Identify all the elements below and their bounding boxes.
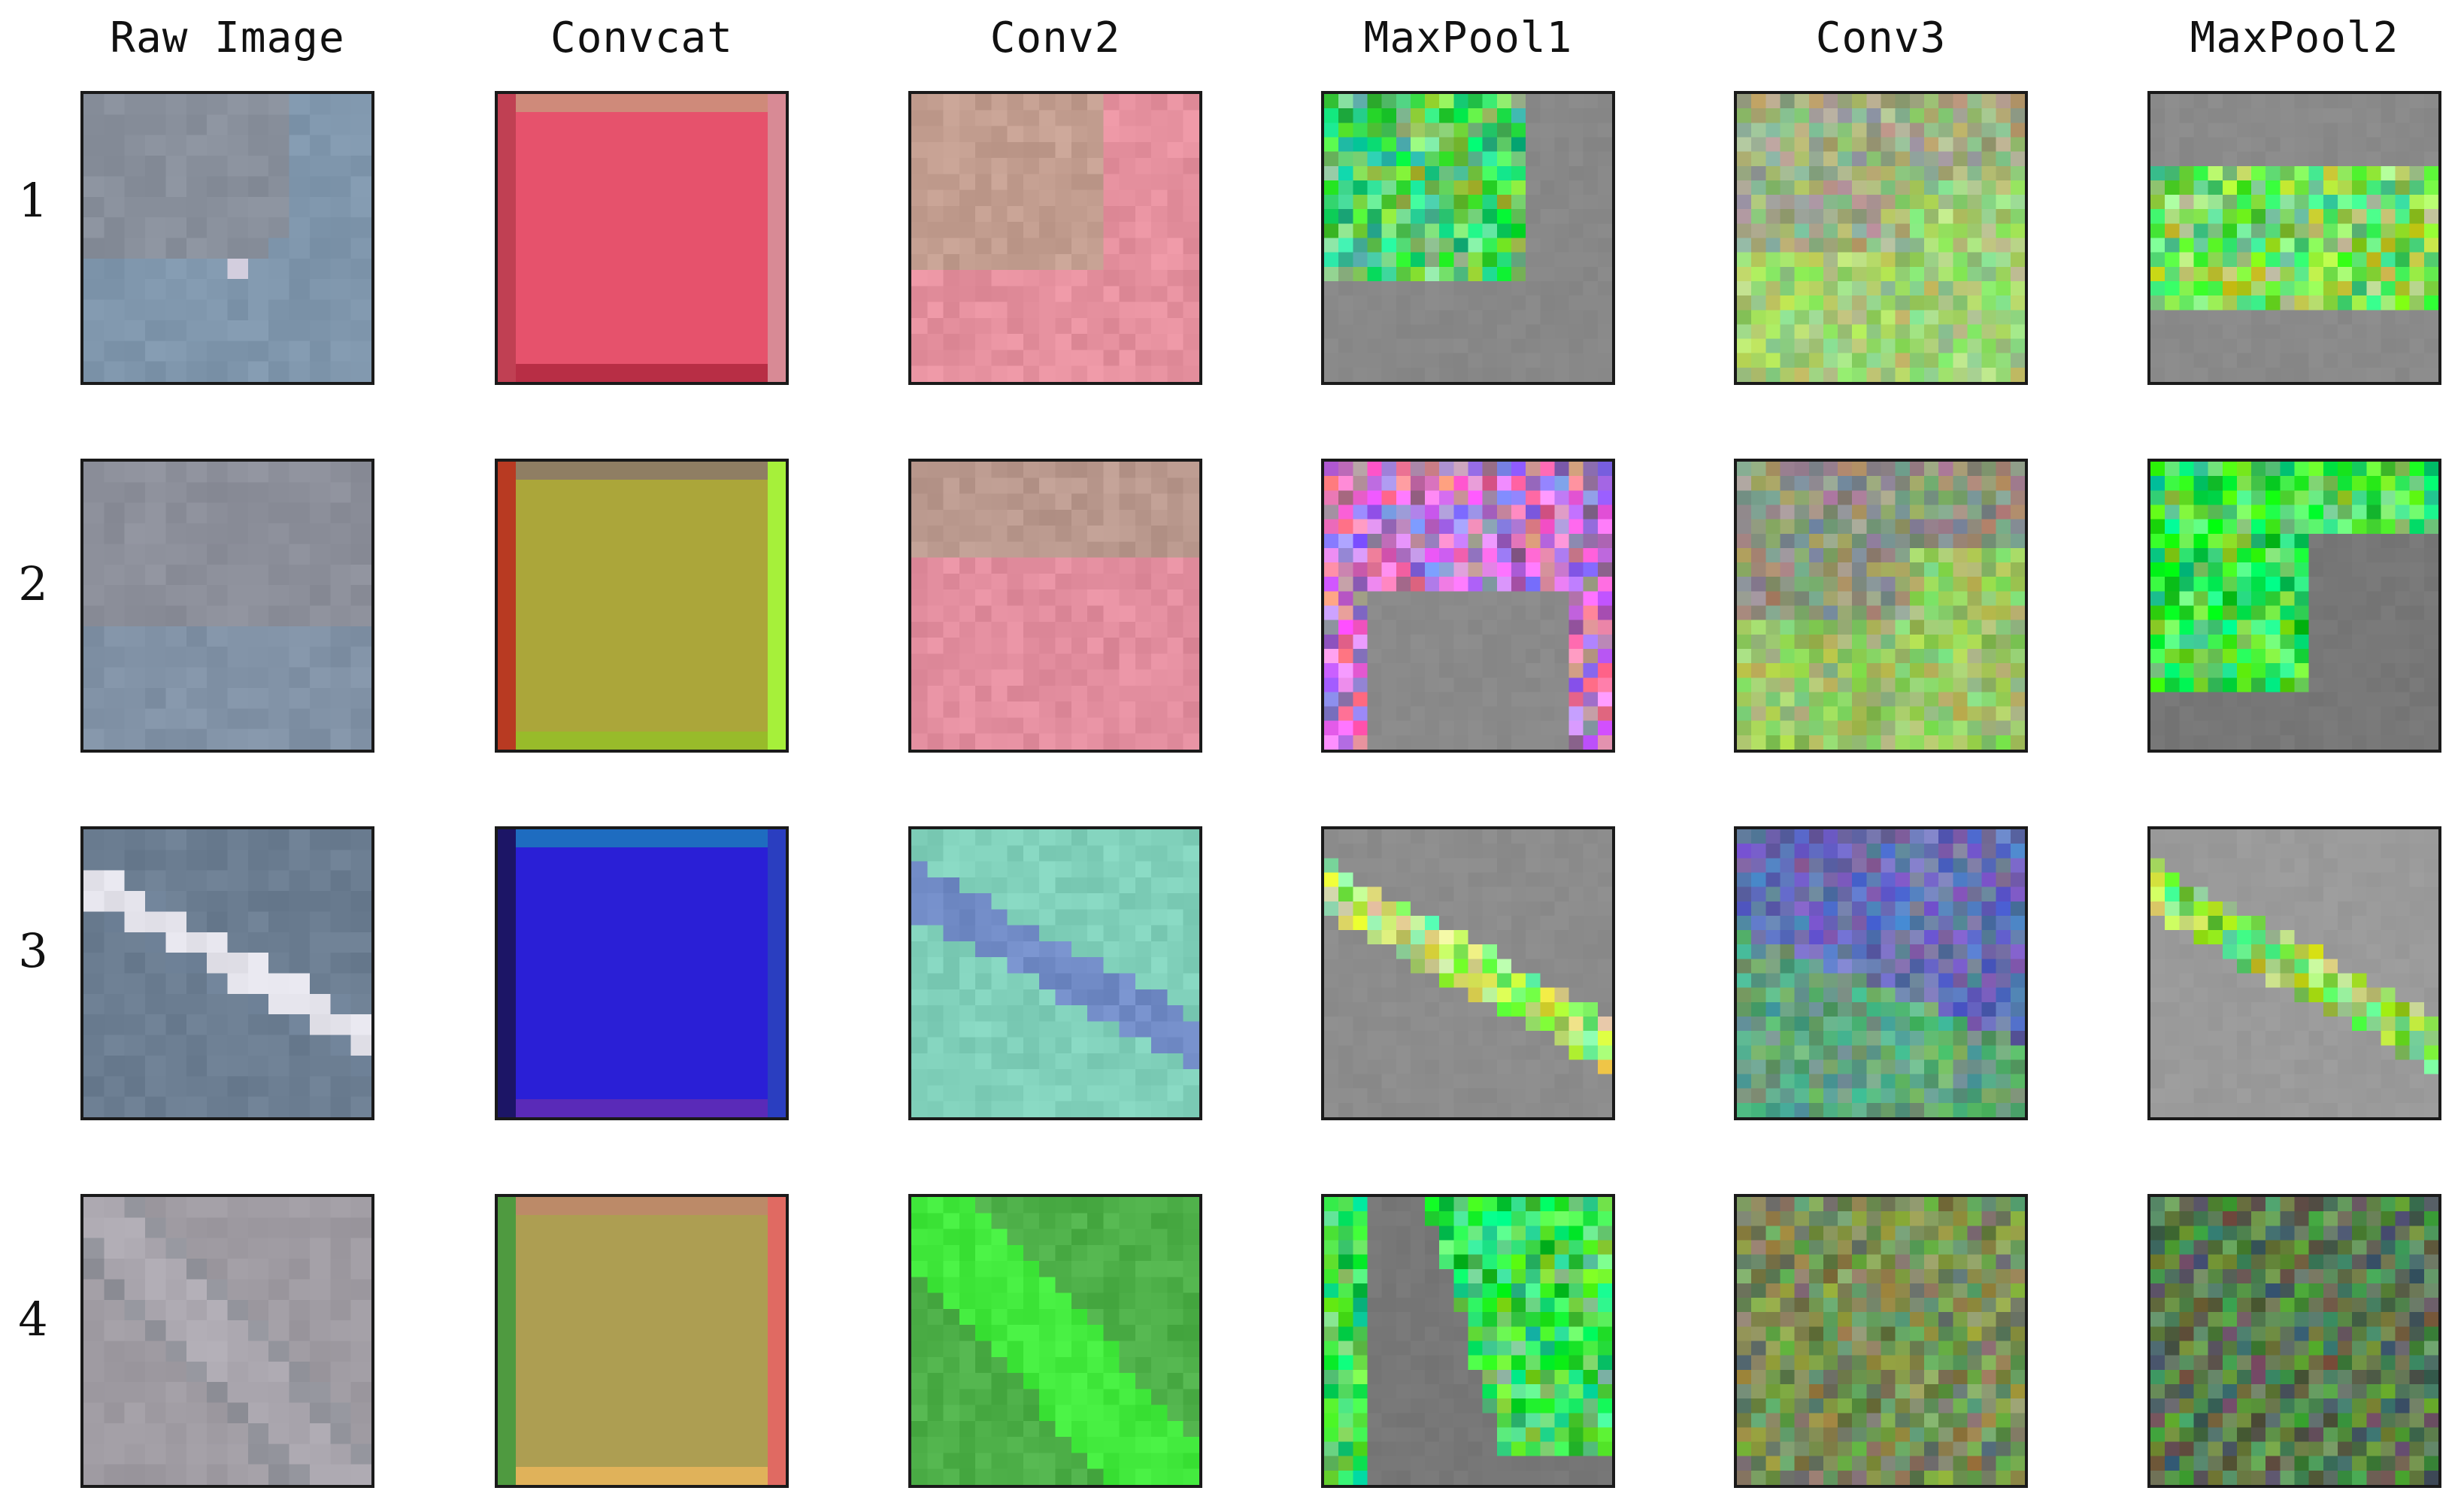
feature-map-image bbox=[911, 1197, 1199, 1485]
feature-map-image bbox=[1737, 94, 2025, 382]
feature-map-r3-convcat bbox=[495, 826, 789, 1120]
feature-map-r2-conv3 bbox=[1734, 459, 2028, 753]
feature-map-image bbox=[83, 462, 371, 750]
feature-map-r1-convcat bbox=[495, 91, 789, 385]
feature-map-image bbox=[498, 829, 786, 1117]
feature-map-image bbox=[83, 1197, 371, 1485]
feature-map-image bbox=[1737, 462, 2025, 750]
feature-map-image bbox=[83, 829, 371, 1117]
feature-map-image bbox=[2150, 462, 2438, 750]
feature-map-image bbox=[2150, 94, 2438, 382]
feature-map-image bbox=[1737, 1197, 2025, 1485]
feature-map-r4-conv2 bbox=[908, 1194, 1202, 1488]
feature-map-image bbox=[911, 829, 1199, 1117]
feature-map-image bbox=[498, 462, 786, 750]
feature-map-r4-maxpool1 bbox=[1321, 1194, 1615, 1488]
feature-map-r4-convcat bbox=[495, 1194, 789, 1488]
feature-map-r3-conv3 bbox=[1734, 826, 2028, 1120]
feature-map-image bbox=[1324, 1197, 1612, 1485]
feature-map-r3-maxpool2 bbox=[2147, 826, 2441, 1120]
feature-map-r3-maxpool1 bbox=[1321, 826, 1615, 1120]
feature-map-r1-raw-image bbox=[80, 91, 374, 385]
row-label-3: 3 bbox=[18, 923, 48, 978]
feature-map-r1-conv2 bbox=[908, 91, 1202, 385]
feature-map-image bbox=[911, 94, 1199, 382]
feature-map-image bbox=[1324, 462, 1612, 750]
feature-map-r2-maxpool2 bbox=[2147, 459, 2441, 753]
feature-map-image bbox=[2150, 829, 2438, 1117]
feature-map-image bbox=[911, 462, 1199, 750]
feature-map-r2-raw-image bbox=[80, 459, 374, 753]
feature-map-r1-conv3 bbox=[1734, 91, 2028, 385]
feature-map-r2-conv2 bbox=[908, 459, 1202, 753]
feature-map-r4-raw-image bbox=[80, 1194, 374, 1488]
feature-map-image bbox=[83, 94, 371, 382]
column-header-5: Conv3 bbox=[1815, 14, 1947, 62]
feature-map-r2-convcat bbox=[495, 459, 789, 753]
row-label-1: 1 bbox=[18, 173, 48, 228]
feature-map-image bbox=[498, 1197, 786, 1485]
feature-map-r4-maxpool2 bbox=[2147, 1194, 2441, 1488]
feature-map-image bbox=[1324, 829, 1612, 1117]
column-header-6: MaxPool2 bbox=[2190, 14, 2399, 62]
feature-map-image bbox=[1737, 829, 2025, 1117]
row-label-2: 2 bbox=[18, 556, 48, 611]
column-header-2: Convcat bbox=[550, 14, 733, 62]
feature-map-r4-conv3 bbox=[1734, 1194, 2028, 1488]
column-header-3: Conv2 bbox=[990, 14, 1121, 62]
feature-map-r1-maxpool2 bbox=[2147, 91, 2441, 385]
feature-map-r2-maxpool1 bbox=[1321, 459, 1615, 753]
feature-map-image bbox=[1324, 94, 1612, 382]
feature-map-r3-conv2 bbox=[908, 826, 1202, 1120]
feature-map-r1-maxpool1 bbox=[1321, 91, 1615, 385]
row-label-4: 4 bbox=[18, 1292, 48, 1347]
feature-map-image bbox=[498, 94, 786, 382]
column-header-1: Raw Image bbox=[110, 14, 345, 62]
feature-map-r3-raw-image bbox=[80, 826, 374, 1120]
column-header-4: MaxPool1 bbox=[1363, 14, 1573, 62]
feature-map-image bbox=[2150, 1197, 2438, 1485]
